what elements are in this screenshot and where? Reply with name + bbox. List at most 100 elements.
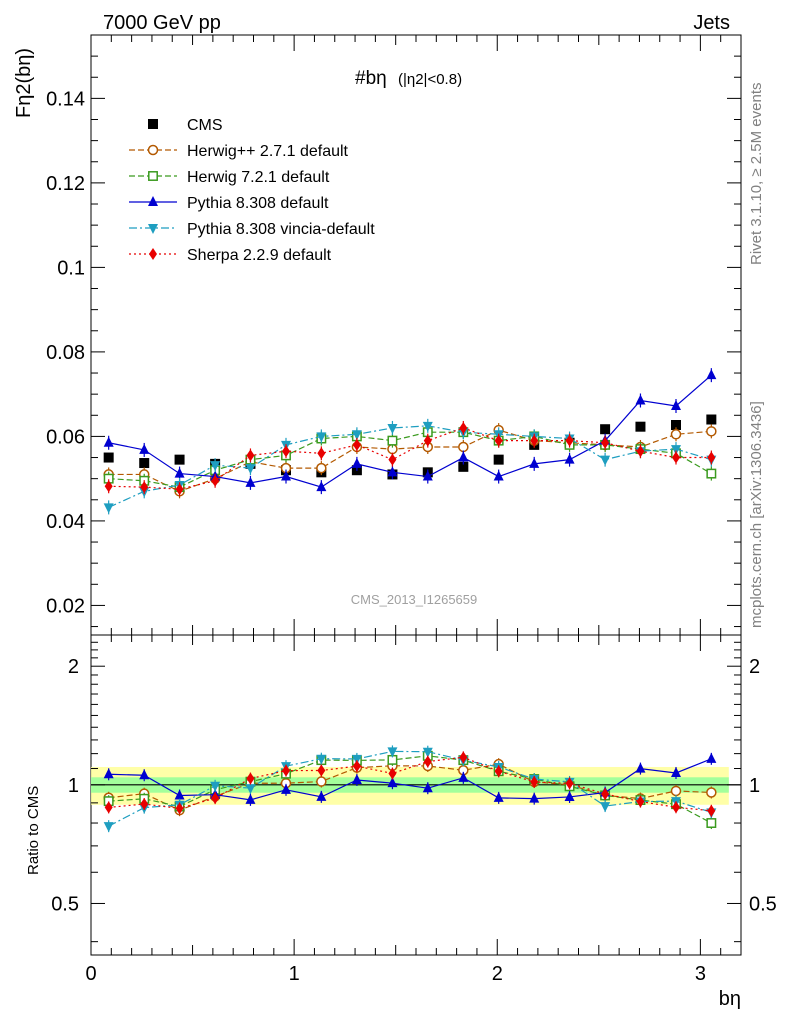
ratio-point-pythia-8-308-default — [458, 771, 469, 782]
ratio-y-tick-label: 0.5 — [51, 893, 79, 915]
point-sherpa-2-2-9-default — [140, 481, 149, 494]
ratio-point-pythia-8-308-default — [422, 782, 433, 793]
legend-item-sherpa-2-2-9-default: Sherpa 2.2.9 default — [129, 247, 332, 264]
ratio-point-pythia-8-308-default — [245, 793, 256, 804]
ratio-point-sherpa-2-2-9-default — [636, 795, 645, 808]
ratio-point-sherpa-2-2-9-default — [352, 760, 361, 773]
analysis-watermark: CMS_2013_I1265659 — [351, 592, 478, 607]
point-sherpa-2-2-9-default — [282, 445, 290, 458]
legend-label: Pythia 8.308 vincia-default — [187, 221, 375, 238]
ratio-point-pythia-8-308-default — [564, 790, 575, 801]
ratio-point-pythia-8-308-default — [671, 766, 681, 777]
point-sherpa-2-2-9-default — [459, 421, 468, 434]
point-pythia-8-308-default — [493, 470, 504, 481]
point-sherpa-2-2-9-default — [601, 436, 610, 449]
ratio-point-pythia-8-308-vincia-default — [103, 822, 114, 833]
point-cms — [174, 454, 185, 465]
series-line-pythia-8-308-default — [108, 374, 712, 488]
point-pythia-8-308-default — [458, 451, 469, 462]
series-line-herwig-7-2-1-default — [108, 431, 712, 488]
plot-title-main: #bη — [355, 68, 387, 89]
point-pythia-8-308-vincia-default — [387, 423, 398, 434]
ratio-point-sherpa-2-2-9-default — [601, 787, 610, 800]
ratio-point-pythia-8-308-default — [387, 777, 398, 788]
ratio-point-pythia-8-308-vincia-default — [387, 747, 398, 758]
point-sherpa-2-2-9-default — [388, 453, 397, 466]
ratio-point-pythia-8-308-default — [281, 783, 291, 794]
ratio-series-sherpa-2-2-9-default — [104, 751, 716, 817]
main-y-tick-label: 0.08 — [46, 342, 85, 364]
point-sherpa-2-2-9-default — [317, 447, 326, 460]
point-cms — [139, 458, 150, 469]
point-herwig-7-2-1-default — [387, 435, 398, 446]
legend-label: Herwig++ 2.7.1 default — [187, 143, 349, 160]
ratio-point-pythia-8-308-vincia-default — [422, 747, 433, 758]
series-pythia-8-308-default — [103, 368, 717, 495]
main-y-tick-label: 0.1 — [57, 257, 85, 279]
ratio-point-sherpa-2-2-9-default — [317, 764, 326, 777]
x-axis-title: bη — [719, 988, 741, 1010]
ratio-y-tick-label-right: 1 — [749, 775, 760, 797]
ratio-point-pythia-8-308-vincia-default — [316, 754, 327, 765]
point-pythia-8-308-default — [316, 481, 327, 492]
x-tick-label: 1 — [289, 963, 300, 985]
point-sherpa-2-2-9-default — [211, 474, 220, 487]
legend-marker — [147, 144, 159, 156]
rivet-version-label: Rivet 3.1.10, ≥ 2.5M events — [748, 83, 765, 266]
point-sherpa-2-2-9-default — [707, 451, 716, 464]
legend-marker — [148, 224, 158, 234]
ratio-point-pythia-8-308-vincia-default — [351, 754, 362, 765]
point-cms — [458, 461, 469, 472]
point-cms — [706, 414, 717, 425]
point-sherpa-2-2-9-default — [175, 483, 184, 496]
point-pythia-8-308-vincia-default — [351, 430, 362, 441]
point-cms — [600, 424, 611, 435]
plot-title-cut: (|η2|<0.8) — [398, 71, 462, 88]
axis-ticks: 0.02 0.04 0.06 0.08 0.1 0.12 0.14 0 1 2 3 0.5 0.5 1 1 2… — [46, 35, 777, 985]
point-pythia-8-308-default — [103, 436, 114, 447]
point-pythia-8-308-default — [564, 453, 575, 464]
ratio-line-sherpa-2-2-9-default — [108, 756, 712, 812]
point-pythia-8-308-default — [529, 457, 540, 468]
point-herwig-7-2-1-default — [706, 468, 717, 479]
header-jets-label: Jets — [693, 12, 730, 34]
ratio-line-herwig-7-2-1-default — [108, 755, 712, 824]
ratio-point-pythia-8-308-default — [174, 789, 185, 800]
ratio-point-herwig-2-7-1-default — [706, 787, 717, 798]
legend-item-pythia-8-308-vincia-default: Pythia 8.308 vincia-default — [129, 221, 375, 238]
point-pythia-8-308-default — [387, 466, 398, 477]
ratio-point-sherpa-2-2-9-default — [707, 804, 716, 817]
point-pythia-8-308-default — [422, 470, 433, 481]
ratio-point-sherpa-2-2-9-default — [388, 767, 397, 780]
ratio-point-pythia-8-308-default — [316, 790, 327, 801]
point-pythia-8-308-default — [635, 394, 646, 405]
point-cms — [635, 421, 646, 432]
ratio-point-sherpa-2-2-9-default — [140, 798, 149, 811]
legend: CMS Herwig++ 2.7.1 default Herwig 7.2.1 de… — [129, 117, 375, 264]
ratio-point-sherpa-2-2-9-default — [565, 777, 574, 790]
legend-item-cms: CMS — [148, 117, 223, 134]
point-pythia-8-308-vincia-default — [103, 503, 114, 514]
legend-item-herwig-7-2-1-default: Herwig 7.2.1 default — [129, 169, 330, 186]
ratio-point-pythia-8-308-default — [351, 773, 362, 784]
header-energy-label: 7000 GeV pp — [103, 12, 221, 34]
main-y-tick-label: 0.04 — [46, 511, 85, 533]
point-pythia-8-308-default — [139, 443, 150, 454]
ratio-point-pythia-8-308-vincia-default — [600, 802, 611, 813]
ratio-point-sherpa-2-2-9-default — [459, 751, 468, 764]
point-pythia-8-308-vincia-default — [600, 455, 611, 466]
mcplots-label: mcplots.cern.ch [arXiv:1306.3436] — [748, 401, 765, 628]
main-y-tick-label: 0.02 — [46, 595, 85, 617]
ratio-series-group — [103, 745, 717, 833]
point-pythia-8-308-default — [706, 369, 717, 380]
point-pythia-8-308-default — [245, 476, 256, 487]
legend-marker — [148, 171, 158, 181]
series-sherpa-2-2-9-default — [104, 420, 716, 497]
ratio-point-sherpa-2-2-9-default — [494, 765, 503, 778]
point-pythia-8-308-vincia-default — [316, 432, 327, 443]
ratio-point-pythia-8-308-vincia-default — [210, 781, 221, 792]
ratio-point-sherpa-2-2-9-default — [246, 772, 255, 785]
legend-label: Pythia 8.308 default — [187, 195, 329, 212]
point-pythia-8-308-vincia-default — [422, 421, 433, 432]
point-herwig-2-7-1-default — [458, 441, 469, 453]
